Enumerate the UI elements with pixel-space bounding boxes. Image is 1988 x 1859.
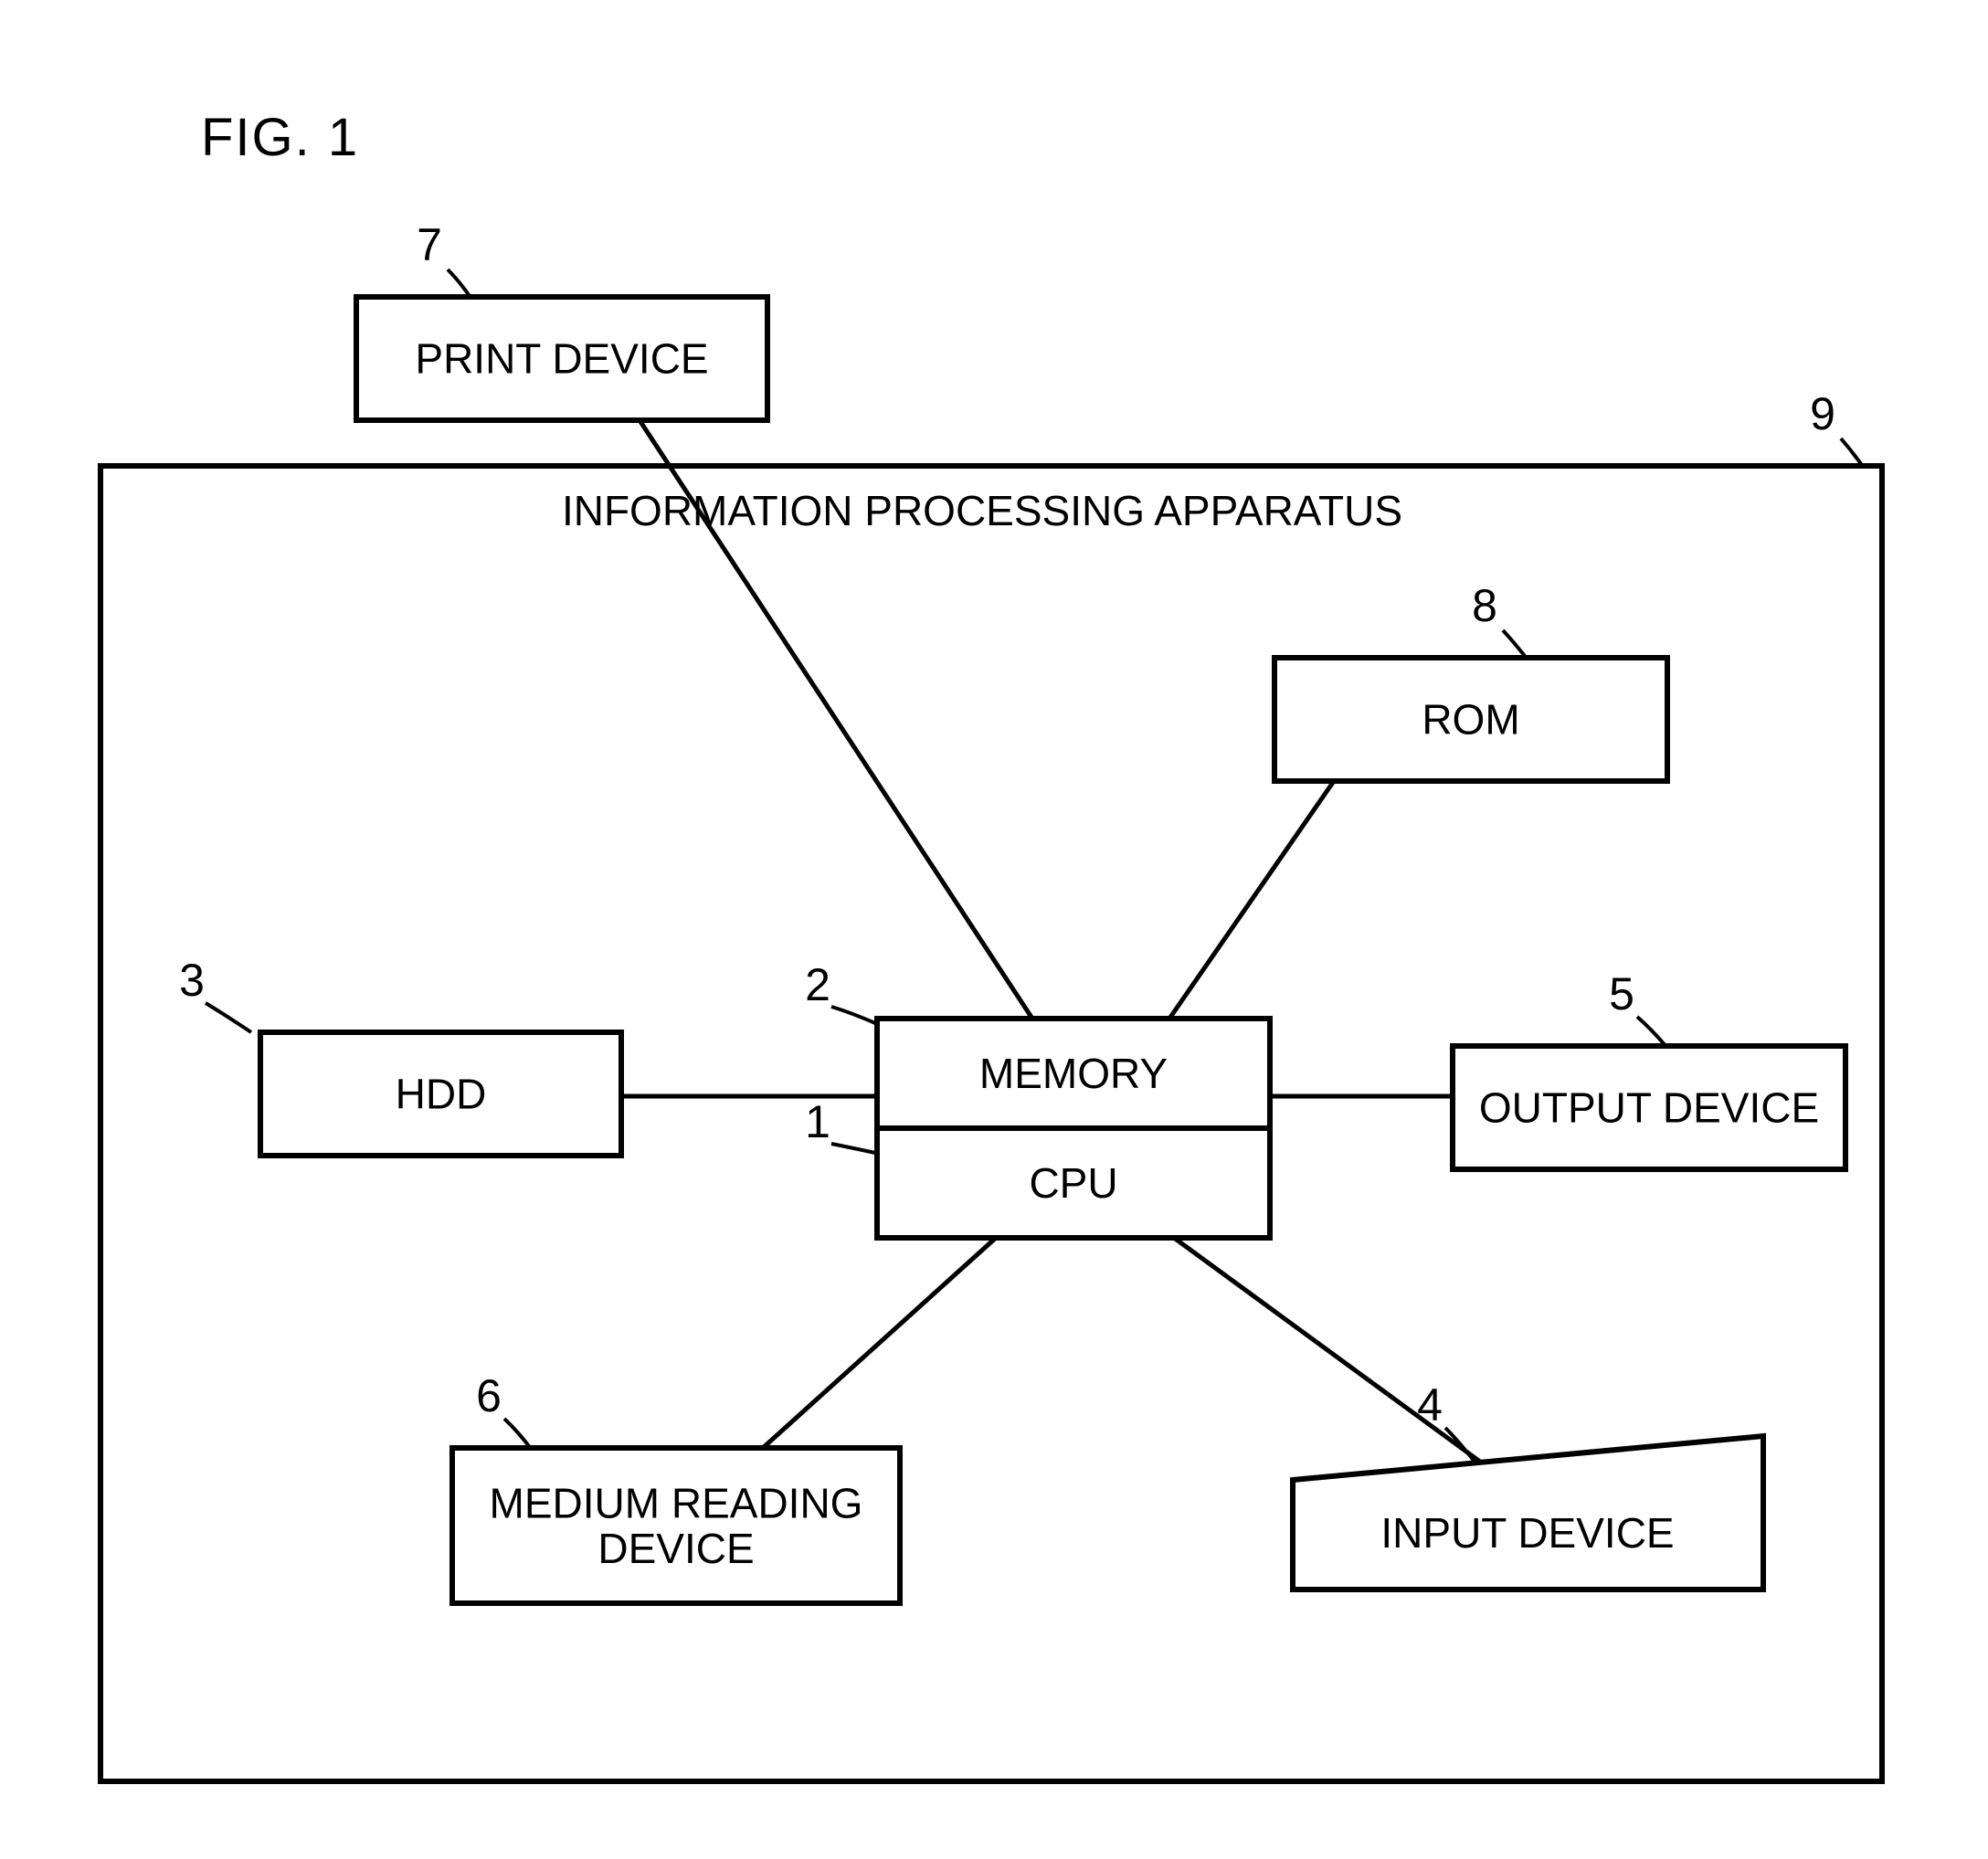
node-label-medium: DEVICE <box>597 1525 754 1572</box>
node-label-medium: MEDIUM READING <box>490 1479 863 1526</box>
container-number: 9 <box>1810 388 1835 439</box>
node-label-rom: ROM <box>1422 696 1519 744</box>
node-label-cpu: CPU <box>1029 1159 1117 1207</box>
node-number-cpu: 1 <box>805 1096 830 1147</box>
node-number-print: 7 <box>417 219 442 270</box>
node-number-hdd: 3 <box>179 955 205 1006</box>
node-label-input: INPUT DEVICE <box>1380 1509 1674 1557</box>
node-number-medium: 6 <box>476 1370 502 1421</box>
node-number-input: 4 <box>1417 1379 1443 1431</box>
node-label-memory: MEMORY <box>979 1050 1168 1097</box>
figure-label: FIG. 1 <box>201 108 359 167</box>
node-label-hdd: HDD <box>396 1071 487 1118</box>
node-number-output: 5 <box>1609 968 1634 1019</box>
node-number-memory: 2 <box>805 959 830 1010</box>
container-label: INFORMATION PROCESSING APPARATUS <box>562 487 1402 534</box>
node-label-print: PRINT DEVICE <box>415 335 708 383</box>
node-label-output: OUTPUT DEVICE <box>1479 1084 1819 1132</box>
node-number-rom: 8 <box>1472 580 1497 631</box>
